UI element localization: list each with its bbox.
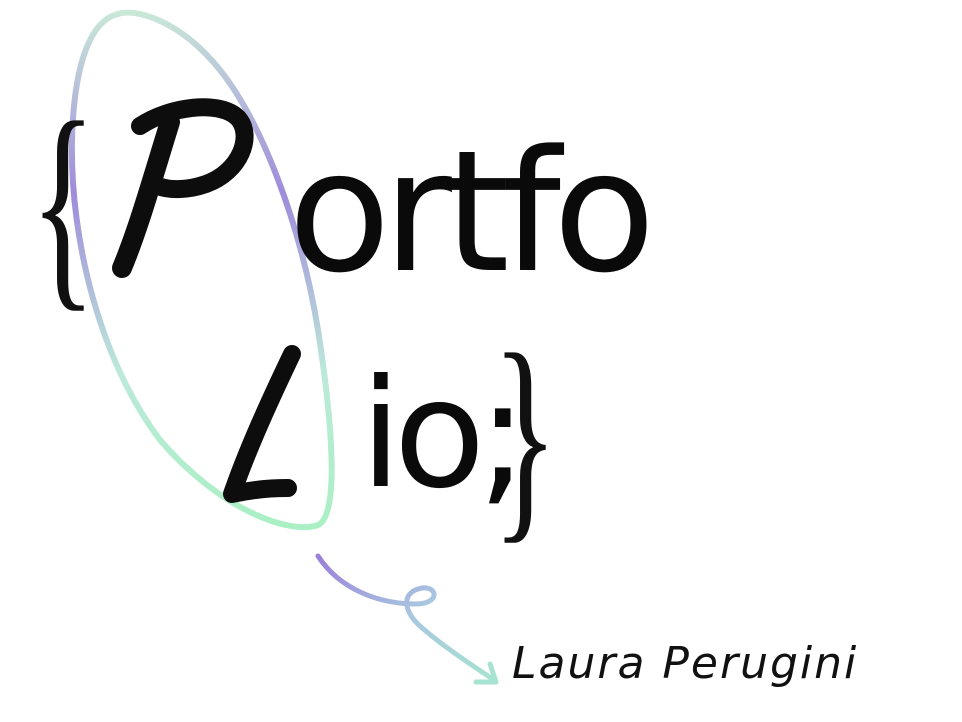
close-brace: } bbox=[492, 307, 559, 562]
initial-p-glyph: P bbox=[112, 98, 254, 278]
highlight-ellipse bbox=[68, 9, 335, 531]
title-word-io: io; bbox=[360, 348, 528, 522]
initial-l-glyph: L bbox=[223, 345, 301, 503]
author-signature: Laura Perugini bbox=[512, 638, 859, 689]
title-word-ortfo: ortfo bbox=[288, 114, 656, 310]
open-brace: { bbox=[30, 75, 97, 330]
curly-arrow-icon bbox=[315, 553, 499, 685]
